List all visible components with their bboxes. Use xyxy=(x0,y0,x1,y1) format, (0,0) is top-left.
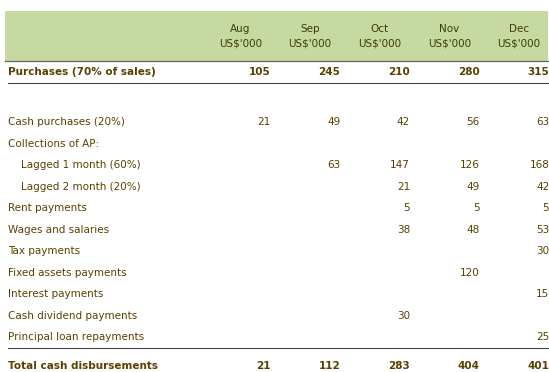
Text: 21: 21 xyxy=(397,182,410,192)
Text: 38: 38 xyxy=(397,225,410,235)
Text: 280: 280 xyxy=(458,67,480,77)
Text: 21: 21 xyxy=(257,117,271,127)
Text: Lagged 2 month (20%): Lagged 2 month (20%) xyxy=(8,182,141,192)
Text: Total cash disbursements: Total cash disbursements xyxy=(8,361,158,371)
Text: 53: 53 xyxy=(536,225,549,235)
Text: 25: 25 xyxy=(536,332,549,342)
Text: Lagged 1 month (60%): Lagged 1 month (60%) xyxy=(8,160,141,170)
Text: Dec
US$'000: Dec US$'000 xyxy=(497,24,540,48)
Text: 112: 112 xyxy=(318,361,340,371)
Text: Wages and salaries: Wages and salaries xyxy=(8,225,109,235)
Bar xyxy=(5,11,549,61)
Text: 15: 15 xyxy=(536,289,549,299)
Text: 120: 120 xyxy=(460,267,480,278)
Text: 126: 126 xyxy=(460,160,480,170)
Text: Principal loan repayments: Principal loan repayments xyxy=(8,332,144,342)
Text: 30: 30 xyxy=(536,246,549,256)
Text: 401: 401 xyxy=(528,361,549,371)
Text: 315: 315 xyxy=(528,67,549,77)
Text: 105: 105 xyxy=(249,67,271,77)
Text: 147: 147 xyxy=(390,160,410,170)
Text: Cash purchases (20%): Cash purchases (20%) xyxy=(8,117,125,127)
Text: 48: 48 xyxy=(467,225,480,235)
Text: 404: 404 xyxy=(458,361,480,371)
Text: Purchases (70% of sales): Purchases (70% of sales) xyxy=(8,67,156,77)
Text: Nov
US$'000: Nov US$'000 xyxy=(428,24,471,48)
Text: Aug
US$'000: Aug US$'000 xyxy=(219,24,262,48)
Text: 5: 5 xyxy=(473,203,480,213)
Text: 42: 42 xyxy=(536,182,549,192)
Text: Collections of AP:: Collections of AP: xyxy=(8,139,99,149)
Text: 210: 210 xyxy=(388,67,410,77)
Text: Fixed assets payments: Fixed assets payments xyxy=(8,267,127,278)
Text: 30: 30 xyxy=(397,311,410,321)
Text: 56: 56 xyxy=(467,117,480,127)
Text: Tax payments: Tax payments xyxy=(8,246,80,256)
Text: 283: 283 xyxy=(388,361,410,371)
Text: Sep
US$'000: Sep US$'000 xyxy=(288,24,332,48)
Text: 21: 21 xyxy=(256,361,271,371)
Text: Cash dividend payments: Cash dividend payments xyxy=(8,311,137,321)
Text: 168: 168 xyxy=(529,160,549,170)
Text: 63: 63 xyxy=(536,117,549,127)
Text: Interest payments: Interest payments xyxy=(8,289,104,299)
Text: 49: 49 xyxy=(467,182,480,192)
Text: 63: 63 xyxy=(327,160,340,170)
Text: 5: 5 xyxy=(404,203,410,213)
Text: Rent payments: Rent payments xyxy=(8,203,87,213)
Text: 5: 5 xyxy=(542,203,549,213)
Text: 245: 245 xyxy=(318,67,340,77)
Text: 42: 42 xyxy=(397,117,410,127)
Text: 49: 49 xyxy=(327,117,340,127)
Text: Oct
US$'000: Oct US$'000 xyxy=(358,24,401,48)
